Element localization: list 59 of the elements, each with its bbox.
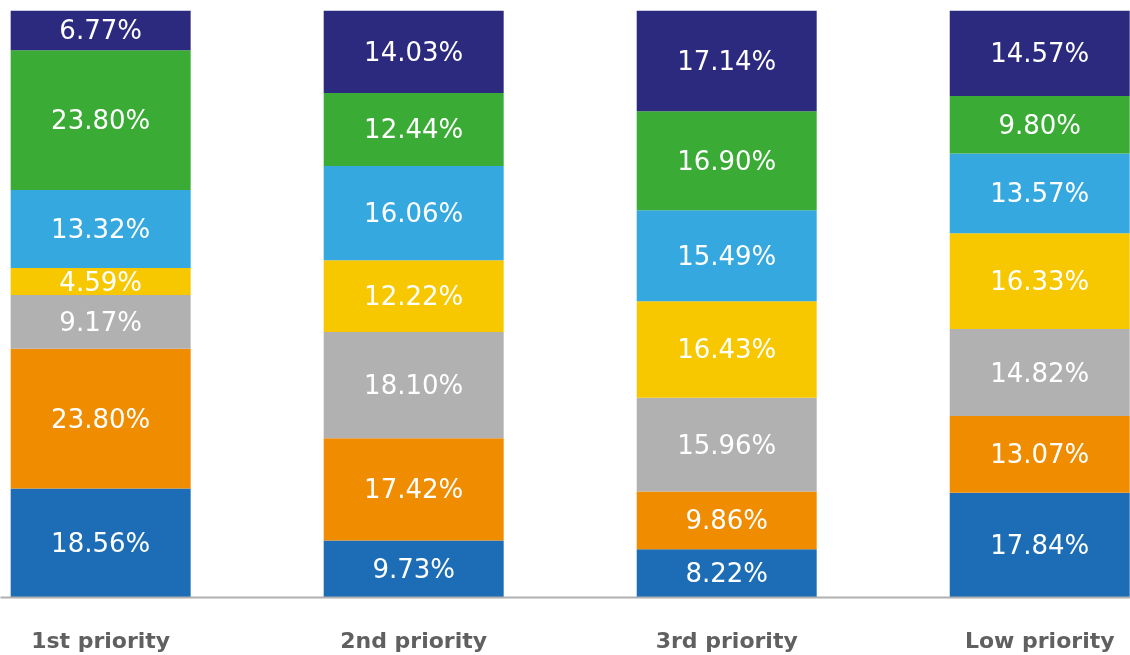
bar bbox=[323, 165, 504, 261]
data-label: 13.07% bbox=[990, 439, 1090, 470]
bar bbox=[10, 189, 191, 269]
bar bbox=[636, 491, 817, 550]
data-label: 14.82% bbox=[990, 357, 1090, 388]
bar bbox=[949, 96, 1130, 154]
data-label: 23.80% bbox=[51, 105, 151, 136]
bar bbox=[636, 397, 817, 492]
data-label: 23.80% bbox=[51, 403, 151, 434]
data-label: 6.77% bbox=[59, 15, 142, 46]
bar bbox=[10, 295, 191, 349]
bar bbox=[323, 540, 504, 598]
data-label: 13.57% bbox=[990, 178, 1090, 209]
bar bbox=[323, 260, 504, 332]
bar bbox=[949, 329, 1130, 417]
bar bbox=[949, 416, 1130, 493]
bar bbox=[323, 331, 504, 439]
data-label: 16.90% bbox=[677, 145, 777, 176]
bar bbox=[949, 492, 1130, 598]
bar bbox=[323, 92, 504, 166]
x-tick-label: 1st priority bbox=[31, 627, 171, 653]
bar bbox=[949, 153, 1130, 234]
bar bbox=[10, 50, 191, 190]
data-label: 16.33% bbox=[990, 266, 1090, 297]
data-label: 17.14% bbox=[677, 45, 777, 76]
data-label: 16.06% bbox=[364, 198, 464, 229]
x-tick-label: 3rd priority bbox=[655, 627, 798, 653]
x-tick-label: Low priority bbox=[964, 627, 1115, 653]
bar bbox=[949, 233, 1130, 330]
bar bbox=[10, 348, 191, 489]
data-label: 9.86% bbox=[685, 505, 769, 536]
data-label: 18.10% bbox=[364, 370, 464, 401]
data-label: 13.32% bbox=[51, 214, 151, 245]
data-label: 9.17% bbox=[59, 306, 142, 337]
data-label: 17.42% bbox=[364, 474, 464, 505]
bar bbox=[10, 488, 191, 598]
data-label: 15.49% bbox=[677, 240, 777, 271]
data-label: 12.44% bbox=[364, 114, 464, 145]
data-label: 12.22% bbox=[364, 281, 464, 312]
bar bbox=[323, 438, 504, 541]
data-label: 17.84% bbox=[990, 530, 1090, 561]
data-label: 14.57% bbox=[990, 38, 1090, 69]
bar bbox=[636, 301, 817, 398]
bar bbox=[10, 10, 191, 51]
data-label: 8.22% bbox=[685, 558, 769, 589]
data-label: 18.56% bbox=[51, 528, 151, 559]
data-label: 15.96% bbox=[677, 429, 777, 460]
bar bbox=[636, 10, 817, 112]
bar bbox=[949, 10, 1130, 97]
data-label: 14.03% bbox=[364, 36, 464, 67]
bar bbox=[636, 549, 817, 598]
x-tick-label: 2nd priority bbox=[340, 627, 488, 653]
data-label: 16.43% bbox=[677, 334, 777, 365]
data-label: 9.80% bbox=[998, 109, 1082, 140]
data-label: 4.59% bbox=[59, 266, 142, 297]
bar bbox=[636, 210, 817, 302]
bar bbox=[636, 111, 817, 211]
bar bbox=[323, 10, 504, 93]
data-label: 9.73% bbox=[372, 553, 455, 584]
